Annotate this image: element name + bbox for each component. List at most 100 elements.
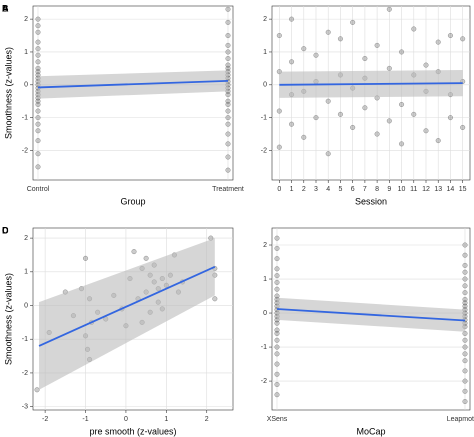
point — [399, 49, 405, 55]
point — [225, 32, 231, 39]
point — [301, 134, 307, 140]
point — [337, 36, 343, 42]
y-tick-label: 1 — [24, 49, 28, 56]
point — [462, 330, 468, 337]
y-tick-label: 0 — [24, 82, 28, 89]
point — [325, 29, 331, 35]
x-tick-label: 5 — [338, 186, 342, 193]
y-tick-label: -1 — [261, 114, 267, 121]
y-tick-label: -2 — [261, 147, 267, 154]
point — [274, 330, 280, 337]
point — [35, 46, 41, 52]
point — [225, 42, 231, 48]
point — [131, 249, 137, 255]
point — [35, 108, 41, 114]
x-tick-label: XSens — [267, 416, 288, 423]
y-axis-title: Smoothness (z-values) — [3, 47, 13, 139]
y-tick-label: 2 — [263, 242, 267, 249]
y-axis-title: Smoothness (z-values) — [3, 273, 13, 365]
point — [225, 154, 231, 160]
point — [225, 19, 231, 25]
point — [225, 6, 231, 12]
point — [35, 52, 41, 58]
x-tick-label: 3 — [314, 186, 318, 193]
point — [225, 131, 231, 137]
point — [462, 242, 468, 248]
fit-line — [37, 79, 229, 89]
x-tick-label: -2 — [42, 416, 48, 423]
y-tick-label: 0 — [263, 82, 267, 89]
y-tick-label: 2 — [24, 235, 28, 242]
point — [276, 108, 282, 114]
point — [35, 128, 41, 134]
point — [462, 269, 468, 275]
point — [274, 273, 280, 279]
x-tick-label: 11 — [410, 186, 417, 193]
x-axis-title: Session — [355, 196, 387, 206]
point — [462, 351, 468, 357]
point — [212, 296, 218, 302]
point — [35, 101, 41, 108]
point — [274, 256, 280, 262]
point — [274, 392, 280, 398]
point — [276, 32, 282, 39]
point — [225, 49, 231, 55]
point — [325, 98, 331, 104]
point — [350, 19, 356, 25]
point — [82, 255, 89, 261]
point — [423, 62, 429, 68]
y-tick-label: 2 — [263, 16, 267, 23]
point — [435, 138, 441, 144]
x-tick-label: 15 — [459, 186, 467, 193]
x-tick-label: 14 — [447, 186, 455, 193]
x-tick-label: Treatment — [212, 186, 244, 193]
x-tick-label: 0 — [277, 186, 281, 193]
point — [386, 65, 392, 71]
y-tick-label: -2 — [261, 378, 267, 385]
point — [35, 151, 41, 157]
point — [462, 388, 468, 394]
point — [225, 101, 231, 108]
x-tick-label: 13 — [434, 186, 442, 193]
point — [362, 55, 368, 62]
point — [411, 111, 417, 117]
point — [276, 144, 282, 150]
panel-tag: B — [2, 3, 9, 13]
point — [447, 115, 453, 121]
point — [435, 39, 441, 45]
point — [460, 36, 466, 42]
point — [274, 371, 280, 377]
point — [225, 55, 231, 62]
y-tick-label: -2 — [22, 147, 28, 154]
point — [35, 39, 41, 45]
point — [386, 6, 392, 12]
y-tick-label: 1 — [263, 49, 267, 56]
point — [462, 262, 468, 268]
point — [274, 279, 280, 285]
point — [325, 151, 331, 157]
point — [274, 337, 280, 343]
point — [274, 286, 280, 292]
point — [337, 111, 343, 117]
y-tick-label: -1 — [261, 344, 267, 351]
point — [225, 115, 231, 121]
point — [411, 26, 417, 32]
x-tick-label: 2 — [205, 416, 209, 423]
point — [35, 121, 41, 127]
point — [460, 124, 466, 131]
point — [399, 141, 405, 147]
point — [274, 266, 280, 272]
x-axis-title: MoCap — [356, 426, 385, 436]
point — [462, 344, 468, 350]
point — [350, 124, 356, 131]
point — [225, 167, 231, 173]
point — [462, 252, 468, 258]
y-tick-label: -1 — [22, 114, 28, 121]
point — [143, 255, 149, 261]
point — [274, 351, 280, 357]
point — [274, 361, 280, 367]
point — [301, 46, 307, 52]
point — [274, 235, 280, 241]
panel-tag: D — [2, 225, 9, 235]
